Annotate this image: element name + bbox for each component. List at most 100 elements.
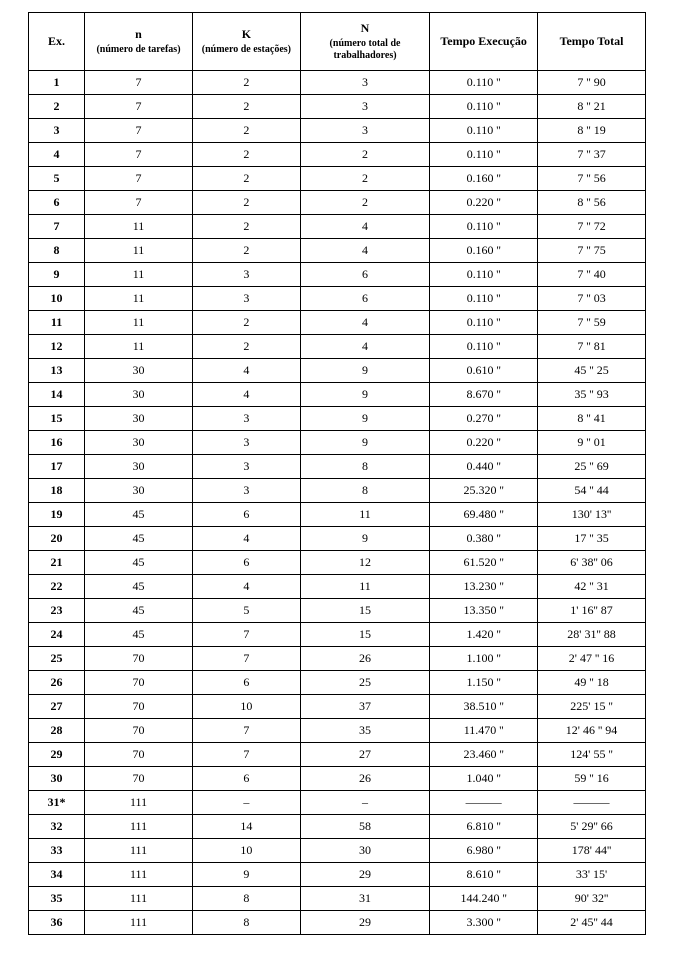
- cell-ex: 4: [29, 143, 85, 167]
- cell-n: 111: [85, 791, 193, 815]
- cell-k: 4: [192, 383, 300, 407]
- cell-tt: 90' 32'': [538, 887, 646, 911]
- results-table: Ex. n (número de tarefas) K (número de e…: [28, 12, 646, 935]
- cell-tt: 130' 13'': [538, 503, 646, 527]
- cell-te: 0.160 '': [430, 167, 538, 191]
- cell-te: 1.420 '': [430, 623, 538, 647]
- cell-k: 3: [192, 431, 300, 455]
- cell-ex: 34: [29, 863, 85, 887]
- cell-tt: 9 '' 01: [538, 431, 646, 455]
- cell-te: 6.810 '': [430, 815, 538, 839]
- table-row: 18303825.320 ''54 '' 44: [29, 479, 646, 503]
- cell-k: 4: [192, 359, 300, 383]
- cell-tt: 6' 38'' 06: [538, 551, 646, 575]
- cell-k: 6: [192, 671, 300, 695]
- table-row: 2045490.380 ''17 '' 35: [29, 527, 646, 551]
- cell-tt: 17 '' 35: [538, 527, 646, 551]
- cell-k: 4: [192, 527, 300, 551]
- col-header-N: N (número total de trabalhadores): [300, 13, 429, 71]
- cell-k: 4: [192, 575, 300, 599]
- cell-n: 7: [85, 167, 193, 191]
- cell-te: 0.440 '': [430, 455, 538, 479]
- cell-n: 45: [85, 599, 193, 623]
- cell-n: 7: [85, 143, 193, 167]
- cell-N: 8: [300, 455, 429, 479]
- cell-te: 0.110 '': [430, 71, 538, 95]
- cell-k: 2: [192, 215, 300, 239]
- table-row: 25707261.100 ''2' 47 '' 16: [29, 647, 646, 671]
- table-row: 1330490.610 ''45 '' 25: [29, 359, 646, 383]
- cell-tt: 25 '' 69: [538, 455, 646, 479]
- cell-n: 30: [85, 431, 193, 455]
- cell-k: 9: [192, 863, 300, 887]
- cell-ex: 32: [29, 815, 85, 839]
- cell-k: 8: [192, 887, 300, 911]
- cell-tt: 2' 45'' 44: [538, 911, 646, 935]
- col-header-k: K (número de estações): [192, 13, 300, 71]
- cell-tt: 7 '' 03: [538, 287, 646, 311]
- cell-ex: 5: [29, 167, 85, 191]
- table-head: Ex. n (número de tarefas) K (número de e…: [29, 13, 646, 71]
- cell-n: 70: [85, 671, 193, 695]
- cell-k: 2: [192, 167, 300, 191]
- cell-ex: 7: [29, 215, 85, 239]
- cell-ex: 13: [29, 359, 85, 383]
- cell-ex: 33: [29, 839, 85, 863]
- cell-tt: 49 '' 18: [538, 671, 646, 695]
- cell-n: 11: [85, 287, 193, 311]
- col-header-n: n (número de tarefas): [85, 13, 193, 71]
- cell-k: 14: [192, 815, 300, 839]
- cell-N: 15: [300, 599, 429, 623]
- cell-ex: 8: [29, 239, 85, 263]
- cell-N: 6: [300, 263, 429, 287]
- cell-N: 35: [300, 719, 429, 743]
- cell-n: 111: [85, 911, 193, 935]
- cell-N: 9: [300, 359, 429, 383]
- cell-tt: 8 '' 19: [538, 119, 646, 143]
- cell-ex: 24: [29, 623, 85, 647]
- col-header-te-label: Tempo Execução: [440, 34, 527, 48]
- table-row: 811240.160 ''7 '' 75: [29, 239, 646, 263]
- cell-N: 2: [300, 143, 429, 167]
- cell-te: 1.040 '': [430, 767, 538, 791]
- cell-k: 6: [192, 767, 300, 791]
- cell-n: 30: [85, 383, 193, 407]
- table-row: 297072723.460 ''124' 55 '': [29, 743, 646, 767]
- cell-te: 11.470 '': [430, 719, 538, 743]
- table-row: 234551513.350 ''1' 16'' 87: [29, 599, 646, 623]
- cell-N: 9: [300, 383, 429, 407]
- table-row: 1430498.670 ''35 '' 93: [29, 383, 646, 407]
- cell-ex: 31*: [29, 791, 85, 815]
- table-row: 1211240.110 ''7 '' 81: [29, 335, 646, 359]
- cell-te: 13.350 '': [430, 599, 538, 623]
- cell-N: 4: [300, 311, 429, 335]
- cell-n: 111: [85, 887, 193, 911]
- cell-k: 10: [192, 839, 300, 863]
- cell-n: 30: [85, 359, 193, 383]
- cell-ex: 25: [29, 647, 85, 671]
- cell-tt: 7 '' 40: [538, 263, 646, 287]
- cell-N: 4: [300, 335, 429, 359]
- cell-n: 11: [85, 335, 193, 359]
- cell-te: 0.380 '': [430, 527, 538, 551]
- table-row: 214561261.520 ''6' 38'' 06: [29, 551, 646, 575]
- table-row: 67220.220 ''8 '' 56: [29, 191, 646, 215]
- cell-ex: 10: [29, 287, 85, 311]
- cell-n: 70: [85, 743, 193, 767]
- cell-tt: 1' 16'' 87: [538, 599, 646, 623]
- col-header-k-label: K: [242, 27, 251, 41]
- cell-N: 4: [300, 239, 429, 263]
- cell-n: 7: [85, 71, 193, 95]
- cell-k: 2: [192, 191, 300, 215]
- table-row: 711240.110 ''7 '' 72: [29, 215, 646, 239]
- cell-N: 30: [300, 839, 429, 863]
- cell-tt: 8 '' 41: [538, 407, 646, 431]
- cell-n: 30: [85, 455, 193, 479]
- cell-k: 2: [192, 71, 300, 95]
- cell-k: 3: [192, 263, 300, 287]
- cell-tt: ———: [538, 791, 646, 815]
- cell-N: 12: [300, 551, 429, 575]
- table-row: 361118293.300 ''2' 45'' 44: [29, 911, 646, 935]
- cell-tt: 42 '' 31: [538, 575, 646, 599]
- cell-te: 0.110 '': [430, 215, 538, 239]
